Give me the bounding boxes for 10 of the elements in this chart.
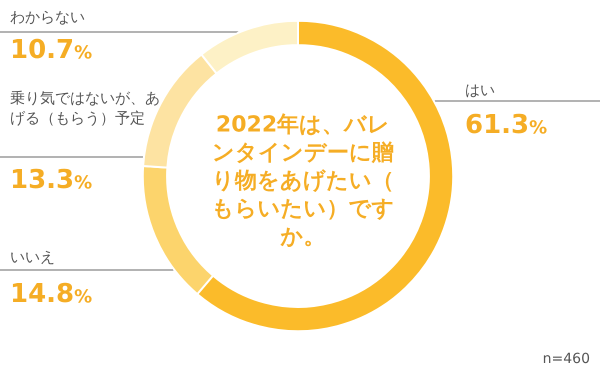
data-label: 61.3% bbox=[465, 110, 548, 140]
data-label: 14.8% bbox=[10, 279, 92, 309]
data-label: 13.3% bbox=[10, 165, 92, 195]
text: n=460 bbox=[542, 351, 590, 367]
slice-label: いいえ bbox=[10, 248, 55, 266]
data-label: 10.7% bbox=[10, 35, 92, 65]
slice-label: 乗り気ではないが、あげる（もらう）予定 bbox=[10, 89, 160, 127]
slice-label: わからない bbox=[10, 8, 85, 26]
text: 2022年は、バレンタインデーに贈り物をあげたい（もらいたい）ですか。 bbox=[212, 112, 394, 250]
slice-label: はい bbox=[465, 81, 495, 99]
